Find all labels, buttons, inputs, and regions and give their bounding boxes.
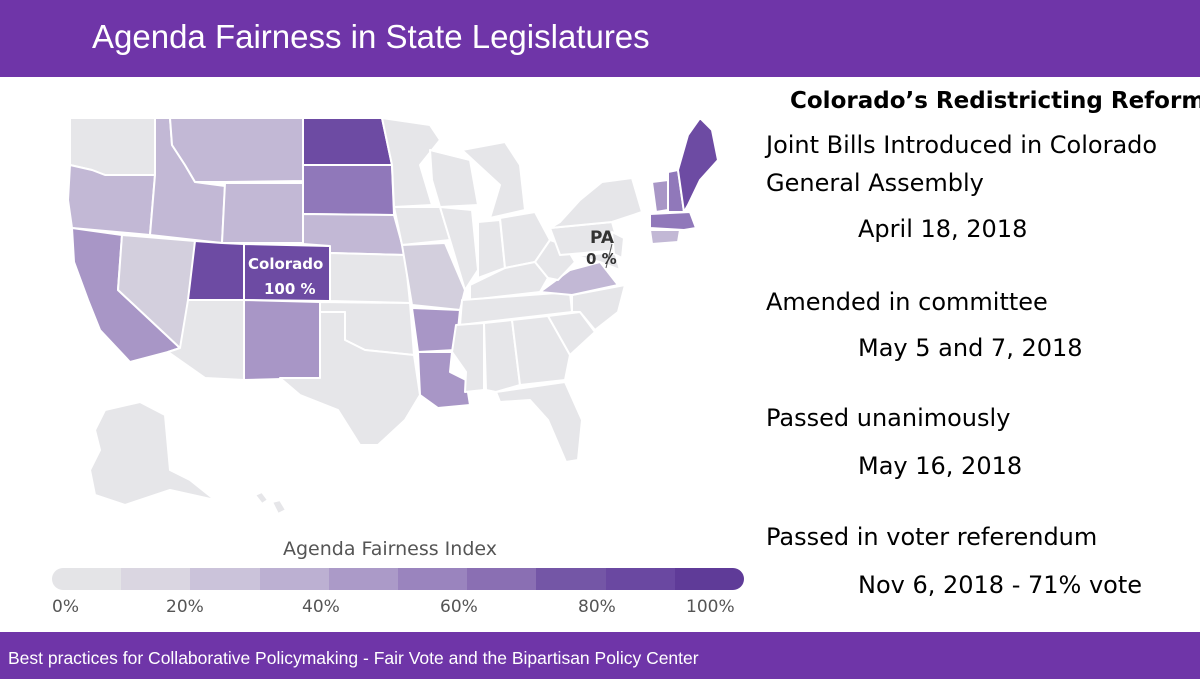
event-label-line: General Assembly [766, 169, 984, 197]
state-ut [187, 240, 245, 301]
pa-label: PA [590, 228, 615, 248]
legend-tick-60: 60% [440, 597, 478, 617]
state-fl [495, 381, 583, 463]
state-mn [381, 117, 441, 208]
event-label-line: Passed in voter referendum [766, 523, 1098, 551]
us-map-svg: Colorado 100 % PA 0 % [67, 117, 719, 515]
event-label-line: Passed unanimously [766, 404, 1011, 432]
panel-title: Colorado’s Redistricting Reform [790, 88, 1200, 114]
state-nd [302, 117, 393, 166]
state-nc [571, 284, 626, 331]
title-bar: Agenda Fairness in State Legislatures [0, 0, 1200, 77]
state-sd [302, 164, 395, 216]
event-date: April 18, 2018 [858, 215, 1028, 243]
event-date: May 5 and 7, 2018 [858, 334, 1083, 362]
state-mi [461, 141, 526, 219]
legend-segment [259, 568, 329, 590]
event-label-line: Amended in committee [766, 288, 1048, 316]
state-ny [549, 177, 643, 229]
legend-segment [467, 568, 537, 590]
state-mt [169, 117, 304, 183]
colorado-label: Colorado [248, 255, 323, 273]
event-date: May 16, 2018 [858, 452, 1023, 480]
state-vt [651, 179, 669, 213]
state-ak [89, 401, 216, 506]
legend-segment [190, 568, 260, 590]
state-wa [69, 117, 156, 176]
legend-segment [605, 568, 675, 590]
legend-tick-80: 80% [578, 597, 616, 617]
state-ks [329, 252, 411, 304]
state-hi-2 [271, 499, 287, 515]
state-wi [429, 149, 479, 208]
event-date: Nov 6, 2018 - 71% vote [858, 571, 1143, 599]
page-title: Agenda Fairness in State Legislatures [92, 18, 650, 55]
state-il [439, 206, 479, 291]
state-nj [611, 231, 625, 259]
state-ga [511, 315, 571, 386]
state-sc [547, 311, 596, 356]
footer-text: Best practices for Collaborative Policym… [8, 648, 699, 668]
state-wy [221, 182, 304, 244]
legend-tick-0: 0% [52, 597, 79, 617]
state-al [483, 319, 521, 393]
legend-title: Agenda Fairness Index [283, 538, 497, 560]
event-label-line: Joint Bills Introduced in Colorado [766, 131, 1158, 159]
state-me [677, 117, 719, 213]
legend-segment [328, 568, 399, 590]
state-ma [649, 211, 697, 231]
state-or [67, 164, 156, 236]
legend-tick-40: 40% [302, 597, 340, 617]
legend-segment [674, 568, 744, 590]
legend-segment [121, 568, 191, 590]
pa-value-label: 0 % [586, 250, 617, 268]
legend-segment [536, 568, 606, 590]
legend-segment [398, 568, 468, 590]
colorado-value-label: 100 % [264, 280, 316, 298]
legend-segment [52, 568, 122, 590]
state-tx [279, 311, 421, 446]
us-map: Colorado 100 % PA 0 % [0, 95, 760, 540]
footer-bar: Best practices for Collaborative Policym… [0, 632, 1200, 679]
legend-tick-20: 20% [166, 597, 204, 617]
state-ct [649, 229, 681, 245]
state-nm [243, 299, 321, 381]
legend-color-bar [52, 568, 744, 590]
pa-leader-line [605, 243, 613, 269]
state-hi [254, 491, 269, 505]
legend-tick-100: 100% [686, 597, 735, 617]
